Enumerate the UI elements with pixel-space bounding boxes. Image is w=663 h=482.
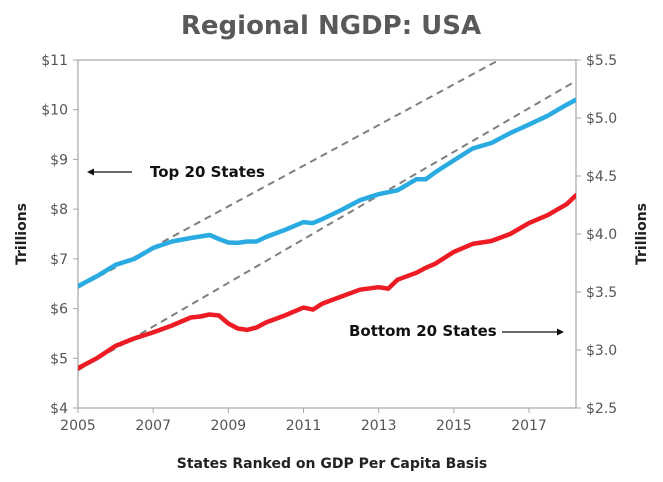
y-right-tick-label: $5.0 (586, 111, 617, 127)
x-tick-label: 2013 (361, 418, 397, 434)
y-axis-right-label: Trillions (634, 203, 650, 265)
x-axis-ticks: 2005 2007 2009 2011 2013 2015 2017 (60, 408, 547, 434)
y-left-tick-label: $5 (50, 351, 68, 367)
y-left-tick-label: $6 (50, 302, 68, 318)
y-left-tick-label: $9 (50, 152, 68, 168)
x-axis-label: States Ranked on GDP Per Capita Basis (177, 456, 488, 472)
y-axis-right-ticks: $2.5 $3.0 $3.5 $4.0 $4.5 $5.0 $5.5 (576, 53, 617, 417)
y-right-tick-label: $3.0 (586, 343, 617, 359)
series-lines (78, 97, 576, 371)
x-tick-label: 2009 (211, 418, 247, 434)
y-right-tick-label: $3.5 (586, 285, 617, 301)
arrowhead-right-icon (557, 328, 564, 336)
y-right-tick-label: $4.0 (586, 227, 617, 243)
trend-lines (78, 60, 576, 372)
series-line-bottom-20 (78, 192, 576, 371)
trend-line-1 (78, 60, 500, 289)
y-left-tick-label: $8 (50, 202, 68, 218)
annotation-top-20-label: Top 20 States (150, 163, 265, 181)
x-tick-label: 2007 (135, 418, 171, 434)
annotation-top-20: Top 20 States (87, 163, 265, 181)
y-axis-left-label: Trillions (14, 203, 30, 265)
y-left-tick-label: $7 (50, 252, 68, 268)
x-tick-label: 2015 (436, 418, 472, 434)
y-left-tick-label: $10 (41, 103, 68, 119)
annotation-bottom-20-label: Bottom 20 States (349, 322, 497, 340)
y-right-tick-label: $5.5 (586, 53, 617, 69)
y-right-tick-label: $2.5 (586, 401, 617, 417)
annotation-bottom-20: Bottom 20 States (349, 322, 564, 340)
x-tick-label: 2005 (60, 418, 96, 434)
y-left-tick-label: $11 (41, 53, 68, 69)
trend-line-2 (78, 80, 576, 372)
y-right-tick-label: $4.5 (586, 169, 617, 185)
x-tick-label: 2011 (286, 418, 322, 434)
y-axis-left-ticks: $4 $5 $6 $7 $8 $9 $10 $11 (41, 53, 78, 417)
y-left-tick-label: $4 (50, 401, 68, 417)
plot-border (77, 59, 577, 409)
arrowhead-left-icon (87, 168, 94, 176)
plot-area (77, 59, 577, 409)
chart-title: Regional NGDP: USA (181, 11, 481, 41)
series-line-top-20 (78, 97, 576, 289)
x-tick-label: 2017 (511, 418, 547, 434)
